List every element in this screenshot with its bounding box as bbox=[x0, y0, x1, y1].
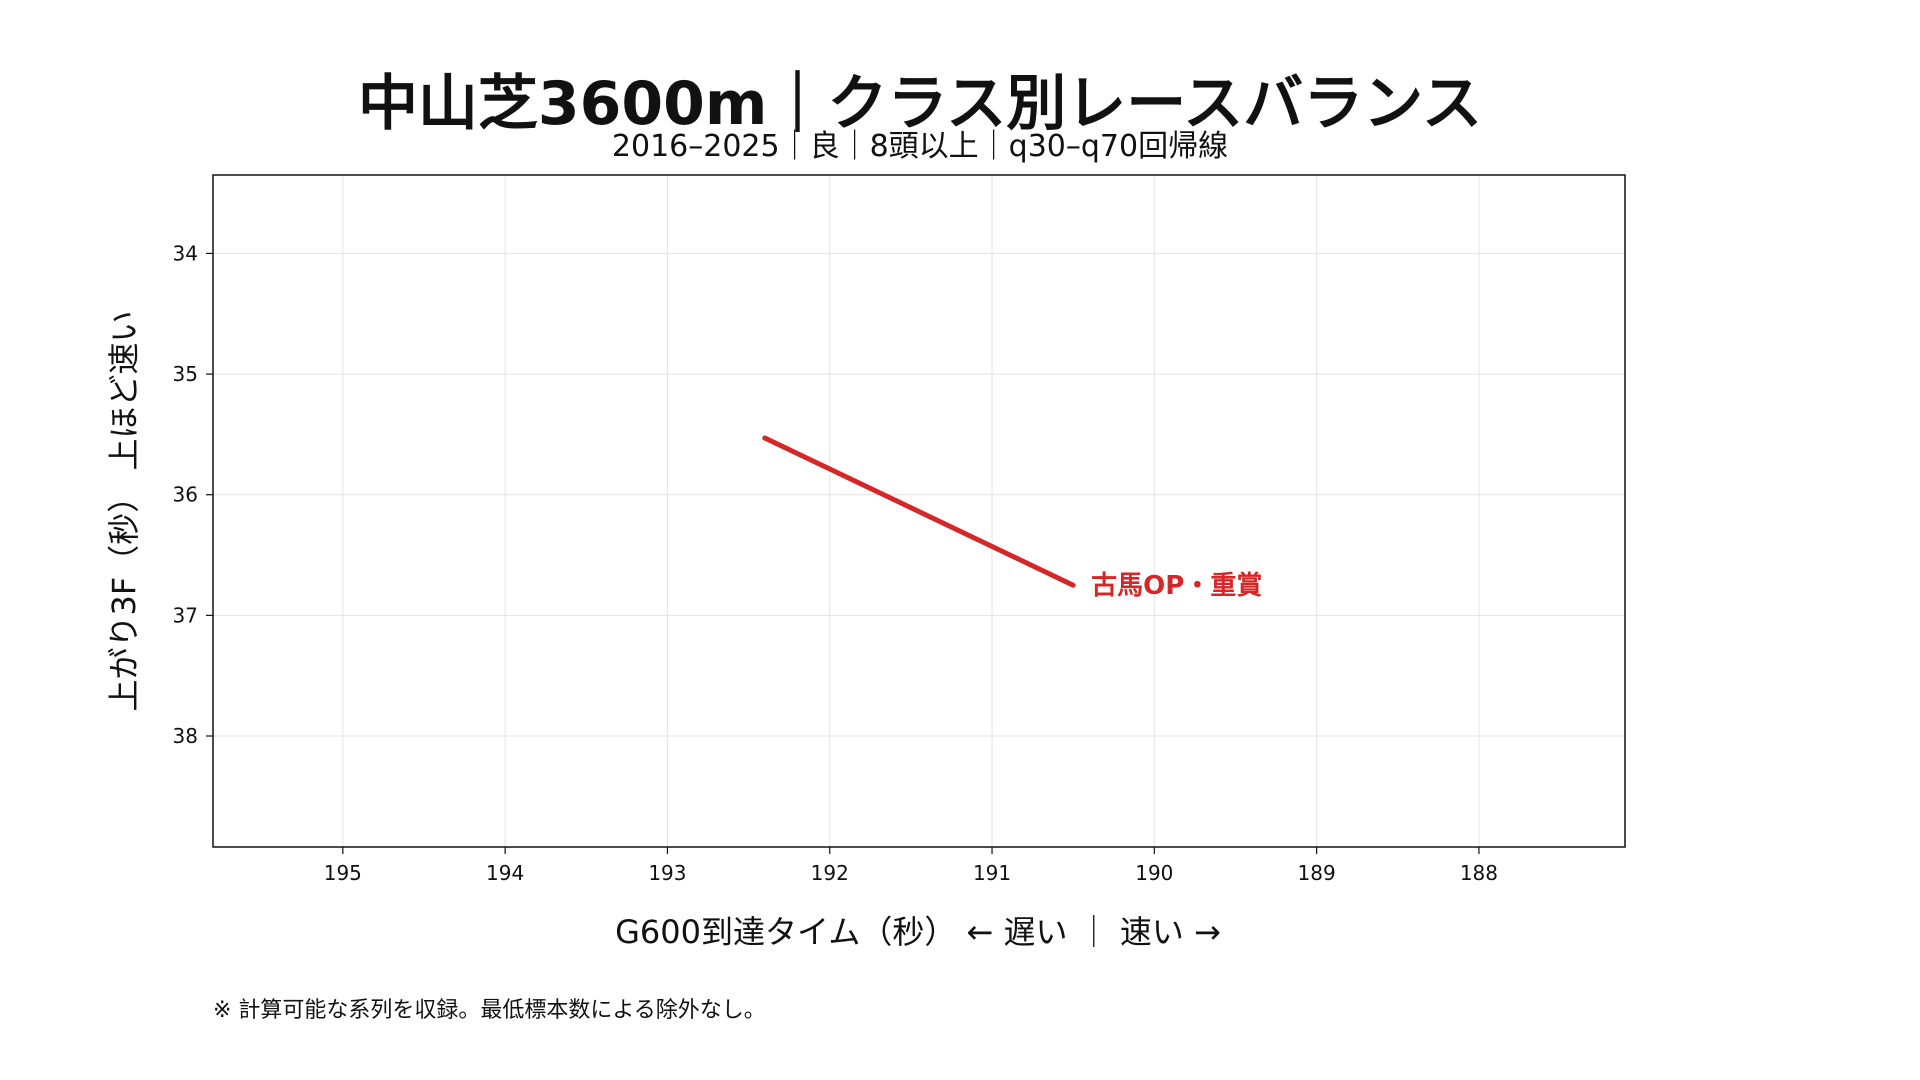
y-tick-label: 38 bbox=[173, 724, 198, 748]
chart-title: 中山芝3600m｜クラス別レースバランス bbox=[358, 69, 1482, 139]
x-tick-label: 189 bbox=[1298, 861, 1336, 885]
series-label: 古馬OP・重賞 bbox=[1091, 571, 1262, 601]
x-tick-label: 193 bbox=[648, 861, 686, 885]
plot-area bbox=[212, 174, 1626, 848]
y-axis-label: 上がり3F（秒） 上ほど速い bbox=[105, 311, 143, 712]
x-tick-label: 195 bbox=[324, 861, 362, 885]
x-tick-label: 190 bbox=[1135, 861, 1173, 885]
x-tick-label: 191 bbox=[973, 861, 1011, 885]
series-lines: 古馬OP・重賞 bbox=[762, 435, 1262, 601]
x-tick-label: 194 bbox=[486, 861, 524, 885]
y-tick-label: 36 bbox=[173, 483, 198, 507]
grid bbox=[213, 175, 1625, 847]
y-tick-label: 34 bbox=[173, 241, 198, 265]
x-tick-label: 188 bbox=[1460, 861, 1498, 885]
axis-ticks: 195 194 193 192 191 190 189 188 34 35 36 37 38 bbox=[173, 241, 1498, 885]
x-tick-label: 192 bbox=[811, 861, 849, 885]
series-line bbox=[762, 435, 1076, 588]
y-tick-label: 35 bbox=[173, 362, 198, 386]
footnote: ※ 計算可能な系列を収録。最低標本数による除外なし。 bbox=[213, 998, 766, 1023]
x-axis-label: G600到達タイム（秒） ← 遅い ｜ 速い → bbox=[615, 913, 1221, 951]
chart-subtitle: 2016–2025｜良｜8頭以上｜q30–q70回帰線 bbox=[612, 129, 1228, 164]
y-tick-label: 37 bbox=[173, 603, 198, 627]
